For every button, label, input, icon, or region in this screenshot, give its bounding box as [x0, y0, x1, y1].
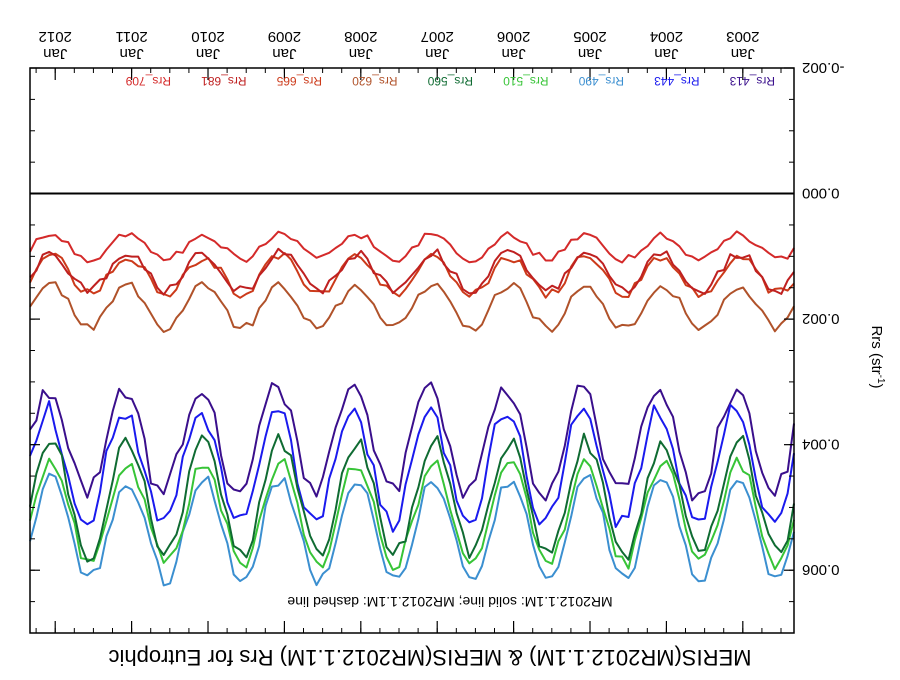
x-tick-label-year: 2012	[39, 28, 72, 45]
plot-layer	[29, 230, 795, 587]
series-line-rrs-443	[29, 400, 795, 533]
legend-entry: Rrs_490	[578, 74, 624, 88]
x-tick-label-month: Jan	[425, 45, 449, 62]
series-line-rrs-560	[29, 432, 795, 563]
y-tick-label: -0.002	[802, 59, 845, 76]
x-tick-label-month: Jan	[731, 45, 755, 62]
y-tick-label: 0.000	[802, 185, 840, 202]
x-tick-label-year: 2010	[191, 28, 224, 45]
series-line-rrs-490	[29, 472, 795, 587]
x-tick-label-month: Jan	[272, 45, 296, 62]
y-axis-label: Rrs (str-1)	[868, 325, 886, 388]
series-line-rrs-413	[29, 381, 795, 502]
x-tick-label-month: Jan	[349, 45, 373, 62]
x-tick-label-year: 2011	[115, 28, 147, 45]
chart-title: MERIS(MR2012.1.1M) & MERIS(MR2012.1.1M) …	[108, 645, 751, 670]
legend-entry: Rrs_665	[276, 74, 322, 88]
x-tick-label-year: 2004	[650, 28, 683, 45]
x-tick-label-month: Jan	[502, 45, 526, 62]
x-tick-label-year: 2007	[421, 28, 454, 45]
x-tick-label-month: Jan	[120, 45, 144, 62]
legend-entry: Rrs_413	[729, 74, 775, 88]
legend-entry: Rrs_510	[503, 74, 549, 88]
x-tick-label-month: Jan	[43, 45, 67, 62]
x-tick-label-year: 2009	[268, 28, 301, 45]
x-tick-label-month: Jan	[578, 45, 602, 62]
x-tick-label-year: 2005	[573, 28, 606, 45]
legend-entry: Rrs_709	[125, 74, 171, 88]
legend-entry: Rrs_681	[201, 74, 247, 88]
series-line-rrs-510	[29, 456, 795, 571]
y-tick-label: 0.002	[802, 310, 840, 327]
y-tick-layer: -0.002 0.000 0.002 0.004 0.006	[30, 59, 845, 634]
legend-entry: Rrs_620	[352, 74, 398, 88]
x-tick-layer: Jan2003Jan2004Jan2005Jan2006Jan2007Jan20…	[35, 28, 782, 633]
legend-entry: Rrs_560	[427, 74, 473, 88]
x-tick-label-year: 2008	[344, 28, 377, 45]
series-line-rrs-620	[29, 281, 795, 333]
y-tick-label: 0.004	[802, 436, 840, 453]
legend: Rrs_413 Rrs_443 Rrs_490 Rrs_510 Rrs_560 Rrs_6…	[125, 74, 775, 88]
x-tick-label-year: 2003	[726, 28, 759, 45]
labels-layer: MERIS(MR2012.1.1M) & MERIS(MR2012.1.1M) …	[108, 325, 886, 670]
series-line-rrs-665	[29, 252, 795, 299]
y-tick-label: 0.006	[802, 561, 840, 578]
x-tick-label-month: Jan	[196, 45, 220, 62]
chart-subtitle: MR2012.1.1M: solid line; MR2012.1.1M: da…	[287, 594, 613, 610]
legend-entry: Rrs_443	[654, 74, 700, 88]
series-line-rrs-709	[29, 230, 795, 264]
x-tick-label-month: Jan	[654, 45, 678, 62]
series-line-rrs-681	[29, 247, 795, 296]
x-tick-label-year: 2006	[497, 28, 530, 45]
